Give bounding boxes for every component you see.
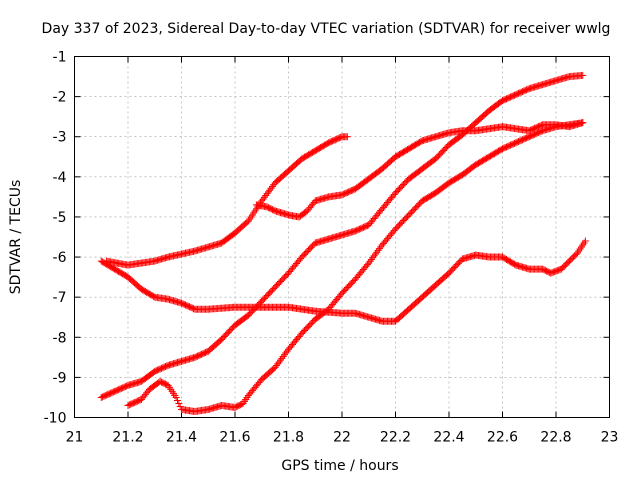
data-point-marker bbox=[259, 195, 267, 203]
y-axis-label: SDTVAR / TECUs bbox=[8, 180, 24, 295]
data-points bbox=[97, 71, 589, 415]
data-point-marker bbox=[268, 182, 276, 190]
x-tick-label: 21.8 bbox=[273, 430, 304, 446]
series-arc-5 bbox=[252, 119, 587, 221]
x-tick-label: 21.6 bbox=[219, 430, 250, 446]
y-tick-label: -2 bbox=[53, 90, 67, 106]
data-point-marker bbox=[276, 356, 284, 364]
data-point-marker bbox=[371, 250, 379, 258]
data-point-marker bbox=[260, 193, 268, 201]
data-point-marker bbox=[279, 353, 287, 361]
x-tick-label: 22 bbox=[333, 430, 351, 446]
x-axis-ticks: 21 21.2 21.4 21.6 21.8 22 22.2 22.4 22.6 22.8 23 bbox=[66, 56, 619, 446]
x-tick-label: 23 bbox=[601, 430, 619, 446]
y-tick-label: -4 bbox=[53, 170, 67, 186]
x-tick-label: 22.2 bbox=[380, 430, 411, 446]
data-point-marker bbox=[367, 255, 375, 263]
x-tick-label: 21.4 bbox=[166, 430, 197, 446]
data-point-marker bbox=[263, 190, 271, 198]
data-point-marker bbox=[173, 396, 181, 404]
series-arc-2 bbox=[97, 237, 589, 325]
y-axis-ticks: -1 -2 -3 -4 -5 -6 -7 -8 -9 -10 bbox=[44, 50, 610, 427]
data-point-marker bbox=[278, 354, 286, 362]
series-arc-3 bbox=[97, 71, 587, 401]
data-point-marker bbox=[369, 254, 377, 262]
x-tick-label: 22.6 bbox=[487, 430, 518, 446]
data-point-marker bbox=[374, 246, 382, 254]
data-point-marker bbox=[175, 399, 183, 407]
y-tick-label: -10 bbox=[44, 411, 67, 427]
data-point-marker bbox=[365, 259, 373, 267]
data-point-marker bbox=[262, 191, 270, 199]
y-tick-label: -9 bbox=[53, 370, 67, 386]
data-point-marker bbox=[264, 188, 272, 196]
y-tick-label: -6 bbox=[53, 250, 67, 266]
data-point-marker bbox=[370, 252, 378, 260]
data-point-marker bbox=[375, 245, 383, 253]
x-tick-label: 22.8 bbox=[540, 430, 571, 446]
data-point-marker bbox=[581, 237, 589, 245]
y-tick-label: -3 bbox=[53, 130, 67, 146]
data-point-marker bbox=[579, 71, 587, 79]
data-point-marker bbox=[274, 360, 282, 368]
data-point-marker bbox=[266, 186, 274, 194]
chart-title: Day 337 of 2023, Sidereal Day-to-day VTE… bbox=[42, 21, 611, 37]
data-point-marker bbox=[373, 248, 381, 256]
x-tick-label: 21 bbox=[66, 430, 84, 446]
data-point-marker bbox=[280, 351, 288, 359]
y-tick-label: -7 bbox=[53, 290, 67, 306]
data-point-marker bbox=[172, 393, 180, 401]
y-tick-label: -5 bbox=[53, 210, 67, 226]
data-point-marker bbox=[271, 363, 279, 371]
series-arc-1 bbox=[103, 133, 351, 269]
data-point-marker bbox=[343, 133, 351, 141]
data-point-marker bbox=[272, 362, 280, 370]
x-tick-label: 21.2 bbox=[112, 430, 143, 446]
data-point-marker bbox=[282, 349, 290, 357]
y-tick-label: -8 bbox=[53, 330, 67, 346]
y-tick-label: -1 bbox=[53, 50, 67, 66]
x-tick-label: 22.4 bbox=[433, 430, 464, 446]
data-point-marker bbox=[275, 358, 283, 366]
data-point-marker bbox=[366, 257, 374, 265]
data-point-marker bbox=[267, 184, 275, 192]
data-point-marker bbox=[579, 119, 587, 127]
x-axis-label: GPS time / hours bbox=[281, 458, 398, 474]
